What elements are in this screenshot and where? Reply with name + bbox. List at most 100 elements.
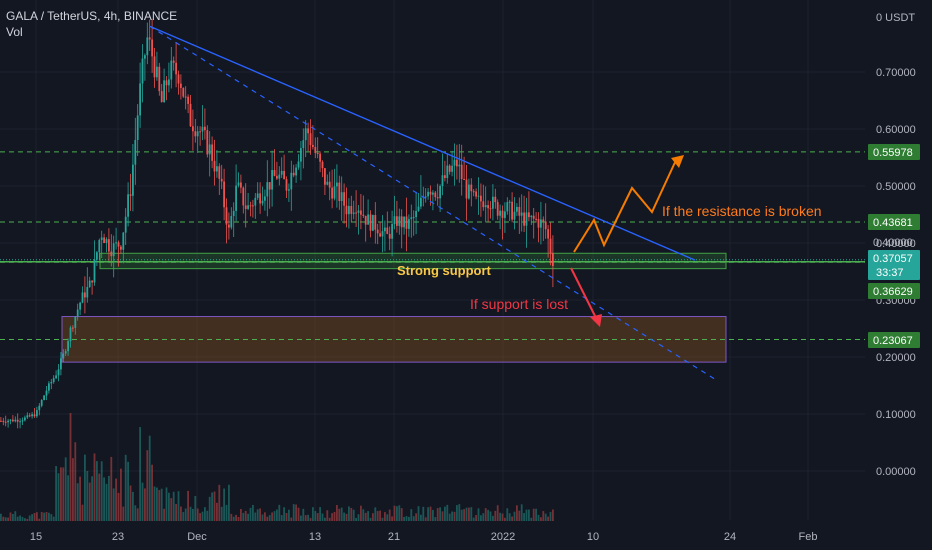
price-axis[interactable]: 0 USDT0.700000.600000.500000.400000.3000… <box>865 0 932 550</box>
candle-body <box>338 182 341 202</box>
volume-bar <box>321 513 324 521</box>
candle-body <box>528 212 530 218</box>
candle-body <box>396 216 398 226</box>
candle-body <box>424 196 427 198</box>
volume-bar <box>331 513 333 521</box>
volume-bar <box>285 512 288 521</box>
price-axis-top-label: 0 USDT <box>876 12 915 24</box>
volume-bar <box>124 454 127 521</box>
candle-body <box>218 166 221 179</box>
price-tag-bg <box>868 250 920 266</box>
volume-bar <box>288 509 290 521</box>
volume-bar <box>33 513 36 521</box>
candle-body <box>333 186 336 199</box>
volume-bar <box>424 517 427 521</box>
symbol-title[interactable]: GALA / TetherUS, 4h, BINANCE <box>6 9 178 23</box>
candle-body <box>499 210 501 216</box>
volume-bar <box>180 506 182 521</box>
candle-body <box>381 231 384 237</box>
volume-bar <box>439 507 441 521</box>
volume-bar <box>460 509 463 521</box>
volume-bar <box>429 506 432 521</box>
candle-body <box>350 205 353 214</box>
volume-bar <box>132 491 134 521</box>
volume-bar <box>408 516 410 521</box>
time-tick-label: 10 <box>587 531 599 543</box>
volume-bar <box>487 509 489 521</box>
volume-bar <box>268 515 271 521</box>
volume-bar <box>518 510 521 521</box>
resistance-broken-label: If the resistance is broken <box>662 203 822 219</box>
volume-bar <box>48 512 50 521</box>
candle-body <box>542 219 545 222</box>
volume-bar <box>453 511 456 521</box>
candle-body <box>295 167 297 176</box>
volume-bar <box>355 517 357 521</box>
candle-body <box>453 159 456 166</box>
volume-bar <box>340 507 343 521</box>
volume-bar <box>367 511 369 521</box>
volume-bar <box>278 504 281 521</box>
volume-bar <box>115 478 117 521</box>
candle-body <box>547 229 549 239</box>
resistance-trendline <box>149 25 696 261</box>
volume-bar <box>465 507 468 521</box>
volume-bar <box>0 513 2 521</box>
price-tag-label: 0.37057 <box>873 253 913 265</box>
volume-bar <box>379 510 381 521</box>
volume-bar <box>254 512 257 521</box>
candle-body <box>192 126 194 132</box>
time-axis[interactable]: 15 23 Dec 13 21 2022 10 24 Feb <box>0 521 932 550</box>
volume-bar <box>67 475 69 521</box>
candle-body <box>336 182 338 187</box>
candle-body <box>391 224 393 239</box>
volume-bar <box>28 515 31 521</box>
volume-bar <box>103 477 105 521</box>
volume-bar <box>304 515 307 521</box>
candle-body <box>364 215 367 225</box>
candle-body <box>429 191 432 195</box>
candle-body <box>38 405 41 411</box>
candle-body <box>412 217 415 219</box>
candle-body <box>158 66 161 92</box>
volume-bar <box>36 512 38 521</box>
candle-body <box>266 182 269 197</box>
volume-bar <box>302 508 305 521</box>
candle-body <box>127 194 129 217</box>
candle-body <box>165 80 168 86</box>
volume-bar <box>189 506 192 521</box>
volume-bar <box>165 487 168 521</box>
candle-body <box>98 239 101 253</box>
arrow-down-head <box>590 314 602 327</box>
volume-bar <box>446 504 449 521</box>
candle-body <box>223 181 225 208</box>
candle-body <box>194 131 197 137</box>
candle-body <box>60 358 62 370</box>
candle-body <box>372 214 374 231</box>
volume-bar <box>316 513 319 521</box>
candle-body <box>172 60 175 63</box>
volume-bar <box>60 467 62 521</box>
volume-bar <box>456 505 458 521</box>
volume-bar <box>400 508 403 521</box>
candle-body <box>271 169 273 190</box>
time-tick-label: 2022 <box>491 531 515 543</box>
volume-bar <box>542 511 545 521</box>
arrow-up-head <box>671 155 684 168</box>
volume-bar <box>187 490 189 521</box>
volume-indicator-label[interactable]: Vol <box>6 25 23 39</box>
candle-body <box>115 242 117 244</box>
volume-bar <box>463 509 465 521</box>
volume-bar <box>4 517 7 521</box>
candle-body <box>480 195 482 202</box>
bearish-projection-arrow <box>570 267 599 323</box>
candle-body <box>439 186 441 199</box>
volume-bar <box>151 464 153 521</box>
volume-bar <box>499 512 501 521</box>
volume-bar <box>139 427 141 521</box>
volume-bar <box>391 516 393 521</box>
candlesticks <box>0 19 554 429</box>
volume-bar <box>480 515 482 521</box>
candle-body <box>120 246 122 250</box>
